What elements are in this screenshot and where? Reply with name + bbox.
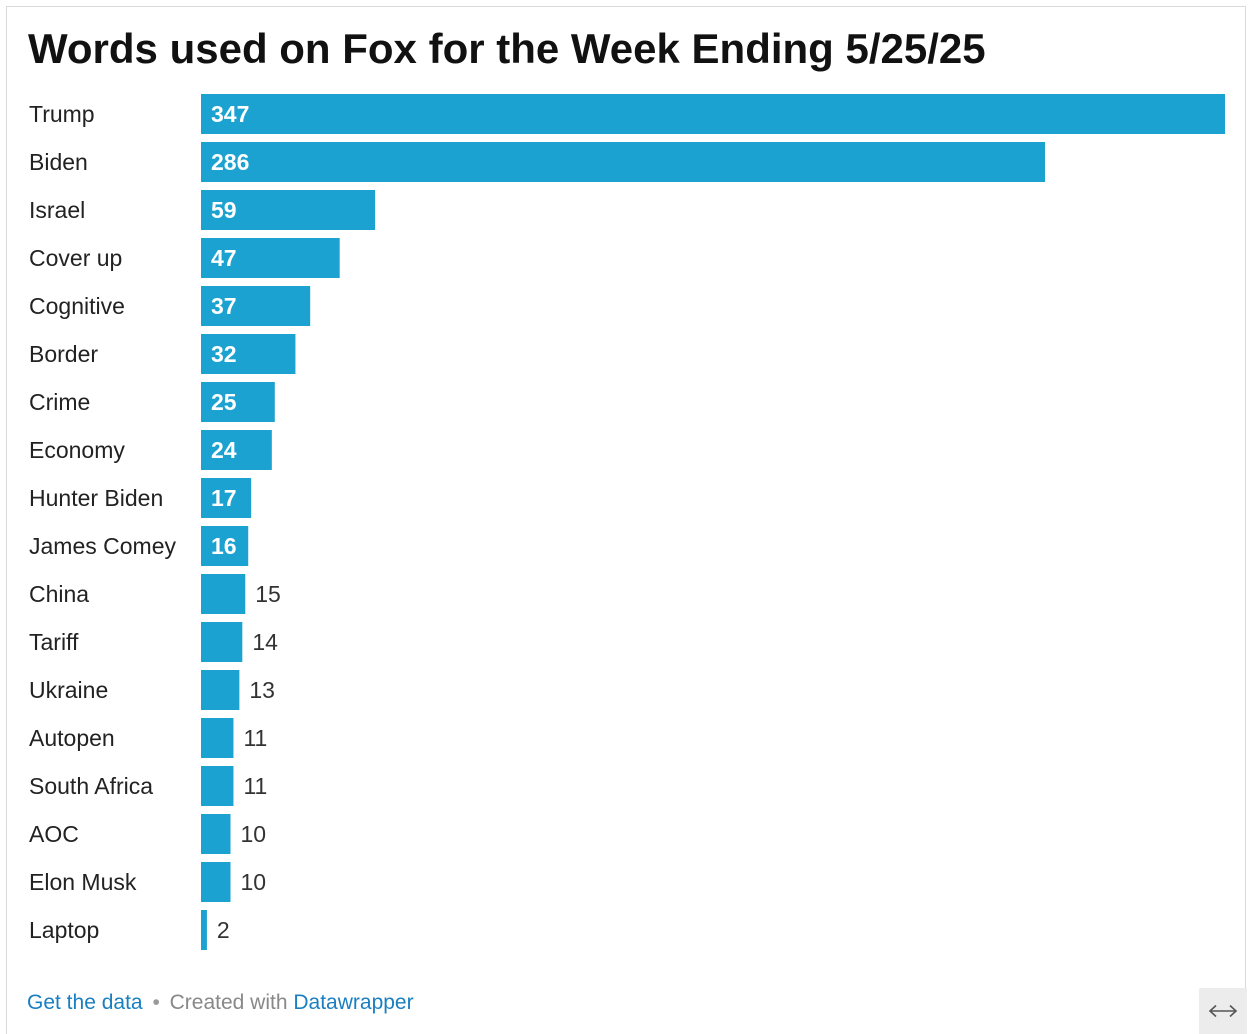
value-label-aoc: 10 xyxy=(241,821,267,847)
category-label-cover-up: Cover up xyxy=(29,245,122,271)
category-label-crime: Crime xyxy=(29,389,90,415)
value-label-biden: 286 xyxy=(211,149,249,175)
value-labels: 347 286 59 47 37 32 25 24 17 16 15 14 13 11 11 10 10 2 xyxy=(211,101,281,943)
category-label-economy: Economy xyxy=(29,437,125,463)
category-label-israel: Israel xyxy=(29,197,85,223)
category-label-elon-musk: Elon Musk xyxy=(29,869,137,895)
category-labels: Trump Biden Israel Cover up Cognitive Border C… xyxy=(29,101,176,943)
value-label-tariff: 14 xyxy=(252,629,278,655)
bar-james-comey xyxy=(201,526,249,566)
get-the-data-link[interactable]: Get the data xyxy=(27,991,143,1014)
bar-cognitive xyxy=(201,286,311,326)
category-label-aoc: AOC xyxy=(29,821,79,847)
category-label-south-africa: South Africa xyxy=(29,773,153,799)
bar-hunter-biden xyxy=(201,478,252,518)
value-label-border: 32 xyxy=(211,341,237,367)
bar-elon-musk xyxy=(201,862,231,902)
chart-footer: Get the data • Created with Datawrapper xyxy=(27,988,414,1018)
category-label-china: China xyxy=(29,581,89,607)
value-label-china: 15 xyxy=(255,581,281,607)
category-label-tariff: Tariff xyxy=(29,629,79,655)
bar-trump xyxy=(201,94,1225,134)
bars xyxy=(201,94,1225,950)
value-label-israel: 59 xyxy=(211,197,237,223)
value-label-hunter-biden: 17 xyxy=(211,485,237,511)
category-label-border: Border xyxy=(29,341,98,367)
bar-border xyxy=(201,334,296,374)
footer-separator: • xyxy=(152,991,160,1014)
value-label-trump: 347 xyxy=(211,101,249,127)
value-label-laptop: 2 xyxy=(217,917,230,943)
chart-title: Words used on Fox for the Week Ending 5/… xyxy=(28,25,986,72)
bar-ukraine xyxy=(201,670,240,710)
category-label-autopen: Autopen xyxy=(29,725,115,751)
bar-laptop xyxy=(201,910,207,950)
bar-biden xyxy=(201,142,1045,182)
category-label-james-comey: James Comey xyxy=(29,533,176,559)
value-label-cognitive: 37 xyxy=(211,293,237,319)
category-label-trump: Trump xyxy=(29,101,95,127)
datawrapper-link[interactable]: Datawrapper xyxy=(293,991,414,1014)
value-label-autopen: 11 xyxy=(243,725,267,751)
bar-aoc xyxy=(201,814,231,854)
expand-horizontal-icon xyxy=(1208,1004,1238,1018)
value-label-elon-musk: 10 xyxy=(241,869,267,895)
value-label-james-comey: 16 xyxy=(211,533,237,559)
value-label-south-africa: 11 xyxy=(243,773,267,799)
bar-cover-up xyxy=(201,238,340,278)
bar-autopen xyxy=(201,718,234,758)
expand-button[interactable] xyxy=(1199,988,1247,1034)
category-label-ukraine: Ukraine xyxy=(29,677,108,703)
category-label-cognitive: Cognitive xyxy=(29,293,125,319)
value-label-cover-up: 47 xyxy=(211,245,237,271)
value-label-ukraine: 13 xyxy=(249,677,275,703)
category-label-laptop: Laptop xyxy=(29,917,99,943)
category-label-biden: Biden xyxy=(29,149,88,175)
bar-china xyxy=(201,574,246,614)
bar-crime xyxy=(201,382,275,422)
bar-economy xyxy=(201,430,272,470)
bar-tariff xyxy=(201,622,243,662)
value-label-economy: 24 xyxy=(211,437,237,463)
created-with-text: Created with xyxy=(169,991,288,1014)
category-label-hunter-biden: Hunter Biden xyxy=(29,485,163,511)
value-label-crime: 25 xyxy=(211,389,237,415)
bar-israel xyxy=(201,190,376,230)
bar-south-africa xyxy=(201,766,234,806)
